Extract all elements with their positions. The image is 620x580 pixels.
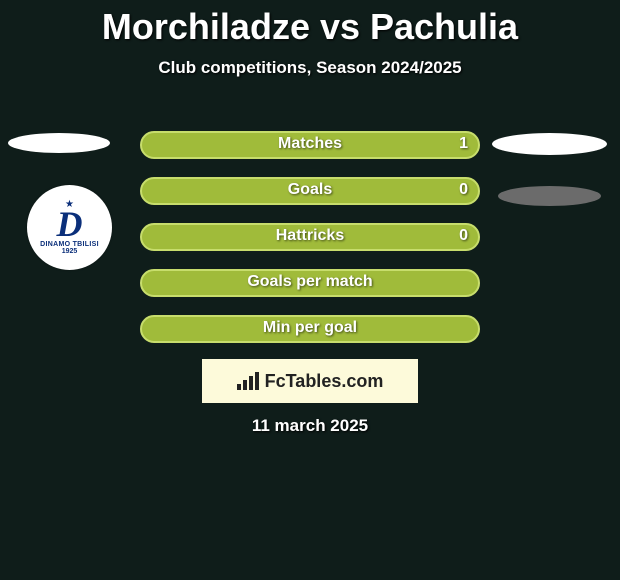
badge-year: 1925 xyxy=(62,248,78,255)
watermark-text: FcTables.com xyxy=(265,371,384,392)
bars-icon xyxy=(237,372,259,390)
stat-bar: Goals0 xyxy=(140,177,480,205)
player-oval-left xyxy=(8,133,110,153)
player-oval-right-bottom xyxy=(498,186,601,206)
stat-bar: Goals per match xyxy=(140,269,480,297)
watermark: FcTables.com xyxy=(202,359,418,403)
player-oval-right-top xyxy=(492,133,607,155)
badge-letter: D xyxy=(57,209,83,239)
page-subtitle: Club competitions, Season 2024/2025 xyxy=(0,58,620,78)
page-title: Morchiladze vs Pachulia xyxy=(0,6,620,48)
stat-value: 0 xyxy=(459,227,468,245)
stat-label: Goals xyxy=(142,181,478,199)
stat-bar: Matches1 xyxy=(140,131,480,159)
stat-value: 0 xyxy=(459,181,468,199)
stat-bar: Hattricks0 xyxy=(140,223,480,251)
stat-label: Min per goal xyxy=(142,319,478,337)
stat-label: Goals per match xyxy=(142,273,478,291)
stat-bar: Min per goal xyxy=(140,315,480,343)
stat-label: Hattricks xyxy=(142,227,478,245)
club-badge: ★ D DINAMO TBILISI 1925 xyxy=(27,185,112,270)
stat-label: Matches xyxy=(142,135,478,153)
date-line: 11 march 2025 xyxy=(0,416,620,436)
stat-value: 1 xyxy=(459,135,468,153)
badge-text: DINAMO TBILISI xyxy=(40,241,99,248)
